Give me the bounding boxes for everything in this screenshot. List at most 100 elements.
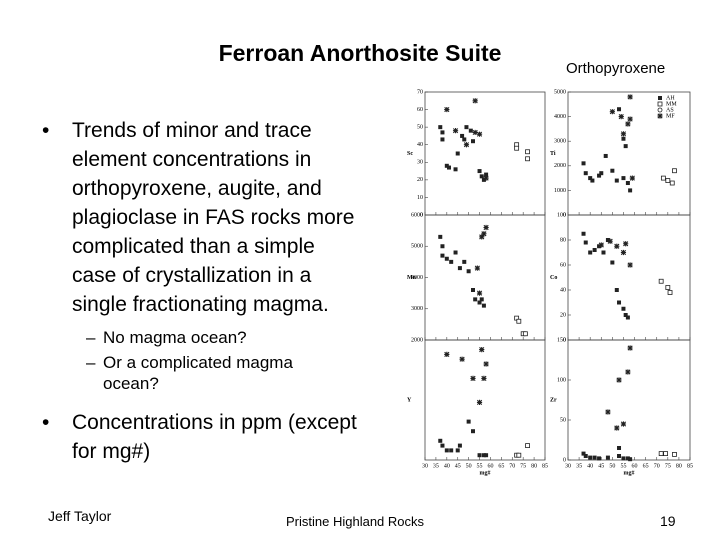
marker-ah: [617, 454, 622, 458]
marker-mm: [660, 175, 666, 181]
panel-label: Mn: [407, 275, 417, 281]
figure-title: Orthopyroxene: [566, 60, 666, 77]
marker-ah: [484, 172, 489, 177]
marker-mm: [667, 290, 673, 295]
y-tick-label: 40: [560, 287, 566, 293]
marker-ah: [453, 250, 458, 255]
marker-mf: [474, 265, 480, 271]
marker-mf: [614, 425, 620, 431]
marker-ah: [617, 107, 622, 112]
marker-ah: [484, 453, 489, 458]
x-tick-label: 40: [587, 463, 593, 469]
marker-mm: [516, 452, 522, 458]
x-tick-label: 50: [609, 463, 615, 469]
marker-mm: [658, 451, 664, 457]
marker-mf: [620, 249, 627, 256]
y-tick-label: 0: [563, 212, 566, 218]
marker-mf: [598, 242, 604, 248]
marker-mf: [623, 241, 629, 247]
marker-mf: [470, 375, 476, 381]
marker-ah: [621, 136, 626, 141]
x-tick-label: 75: [665, 463, 671, 469]
marker-mm: [672, 451, 677, 457]
marker-mf: [618, 114, 624, 120]
marker-mf: [476, 290, 483, 296]
x-tick-label: 85: [687, 463, 693, 469]
marker-ah: [438, 438, 443, 443]
marker-ah: [440, 137, 445, 142]
marker-mf: [627, 345, 633, 351]
x-tick-label: 35: [576, 463, 582, 469]
panel-label: Sc: [407, 151, 413, 157]
sub-bullet: Or a complicated magma ocean?: [30, 352, 293, 394]
marker-ah: [471, 429, 475, 434]
marker-mf: [609, 109, 615, 115]
marker-mf: [607, 238, 613, 244]
marker-ah: [658, 96, 662, 100]
marker-mf: [605, 409, 611, 415]
panel-frame: [567, 214, 691, 341]
footer-center: Pristine Highland Rocks: [286, 514, 425, 529]
marker-ah: [592, 248, 597, 252]
y-tick-label: 3000: [411, 306, 423, 312]
x-tick-label: 70: [509, 463, 515, 469]
y-tick-label: 2000: [411, 337, 423, 343]
marker-mf: [472, 98, 478, 104]
y-tick-label: 20: [560, 312, 566, 318]
y-tick-label: 20: [417, 177, 423, 183]
marker-ah: [462, 137, 467, 142]
marker-ah: [444, 448, 449, 453]
y-tick-label: 50: [560, 417, 566, 423]
marker-ah: [597, 244, 602, 249]
y-tick-label: 5000: [554, 89, 566, 95]
marker-ah: [440, 443, 445, 448]
marker-ah: [581, 231, 586, 236]
x-tick-label: 30: [565, 463, 571, 469]
marker-ah: [605, 238, 610, 242]
marker-ah: [471, 288, 475, 292]
x-tick-label: 80: [531, 463, 537, 469]
marker-mm: [665, 285, 671, 290]
marker-ah: [460, 133, 465, 138]
marker-ah: [444, 256, 449, 261]
y-tick-label: 150: [557, 337, 566, 343]
marker-ah: [477, 300, 482, 305]
x-tick-label: 40: [444, 463, 450, 469]
marker-ah: [481, 303, 486, 308]
marker-mm: [669, 180, 675, 186]
marker-mf: [452, 128, 459, 134]
marker-ah: [444, 163, 449, 168]
marker-mm: [665, 178, 671, 183]
x-tick-label: 55: [620, 463, 626, 469]
y-tick-label: 100: [557, 212, 566, 218]
marker-mm: [658, 278, 664, 284]
marker-mm: [525, 156, 530, 162]
legend-label: AS: [666, 107, 674, 113]
marker-ah: [581, 161, 586, 166]
marker-mf: [614, 243, 620, 249]
marker-ah: [603, 153, 608, 158]
marker-mm: [516, 318, 522, 324]
marker-mf: [620, 131, 627, 137]
y-tick-label: 0: [563, 337, 566, 343]
marker-ah: [440, 253, 445, 258]
marker-mf: [481, 375, 487, 381]
sub-bullet: No magma ocean?: [30, 327, 293, 348]
marker-ah: [479, 297, 484, 302]
marker-as: [657, 107, 663, 113]
x-tick-label: 85: [542, 463, 548, 469]
marker-ah: [588, 455, 593, 460]
marker-mf: [627, 94, 633, 100]
marker-ah: [453, 167, 458, 172]
marker-ah: [455, 448, 460, 453]
marker-mf: [444, 351, 450, 357]
y-tick-label: 60: [417, 107, 423, 113]
marker-ah: [479, 174, 484, 179]
y-tick-label: 0: [420, 212, 423, 218]
marker-mm: [525, 149, 530, 155]
marker-ah: [477, 453, 482, 458]
x-tick-label: 65: [643, 463, 649, 469]
y-tick-label: 1000: [554, 188, 566, 194]
marker-mf: [620, 421, 627, 427]
